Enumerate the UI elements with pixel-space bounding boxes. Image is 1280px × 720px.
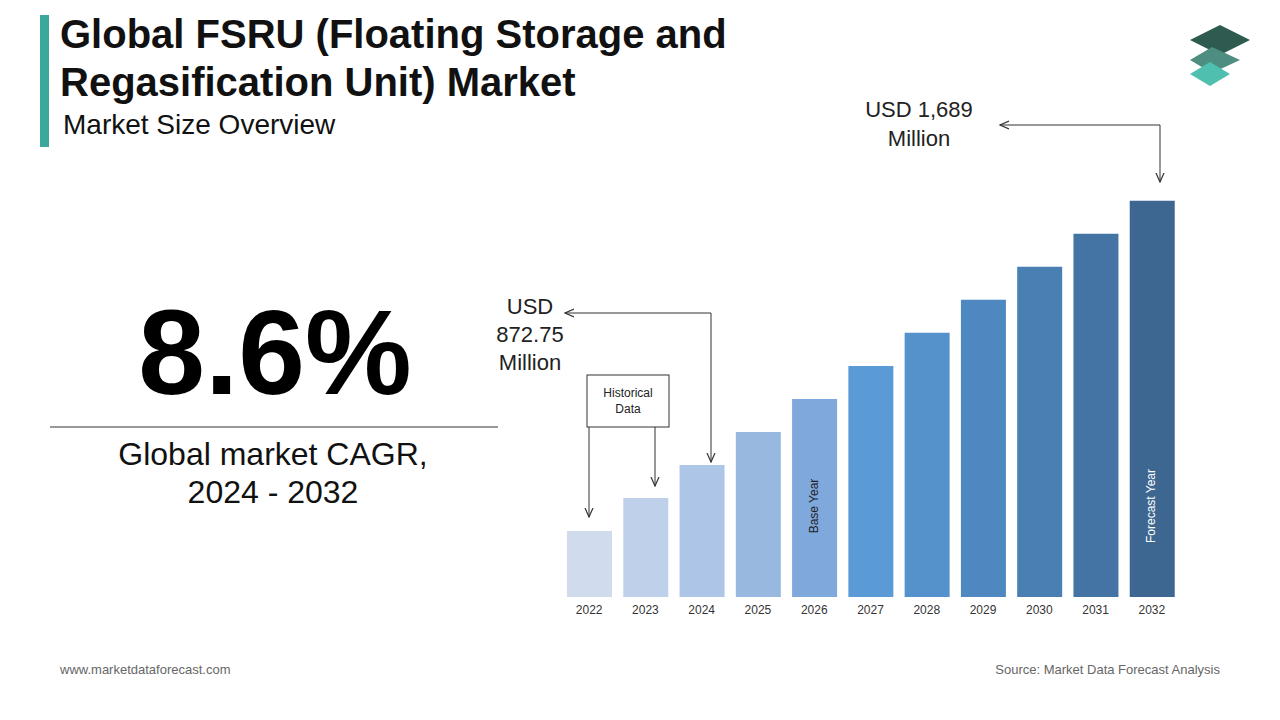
svg-text:2027: 2027 bbox=[857, 603, 884, 617]
html-text:USD 1,689: USD 1,689 bbox=[865, 97, 973, 122]
html-text:Million: Million bbox=[887, 126, 951, 151]
svg-text:Data: Data bbox=[615, 402, 641, 416]
svg-text:2023: 2023 bbox=[632, 603, 659, 617]
html-text:872.75: 872.75 bbox=[496, 322, 564, 347]
html-text:Global FSRU (Floating Storage: Global FSRU (Floating Storage and bbox=[60, 12, 727, 56]
html-text:Source: Market Data Forecast A: Source: Market Data Forecast Analysis bbox=[995, 662, 1220, 677]
svg-text:2024: 2024 bbox=[688, 603, 715, 617]
html-text:Global market CAGR,: Global market CAGR, bbox=[118, 436, 428, 472]
html-text:Million: Million bbox=[498, 350, 562, 375]
svg-text:2025: 2025 bbox=[745, 603, 772, 617]
html-text:www.marketdataforecast.com: www.marketdataforecast.com bbox=[60, 662, 231, 677]
svg-text:2028: 2028 bbox=[913, 603, 940, 617]
svg-text:Forecast Year: Forecast Year bbox=[1144, 469, 1158, 543]
html-text:Regasification Unit) Market: Regasification Unit) Market bbox=[60, 60, 576, 104]
svg-text:2031: 2031 bbox=[1082, 603, 1109, 617]
html-text:Market Size Overview: Market Size Overview bbox=[63, 109, 336, 140]
svg-text:2022: 2022 bbox=[576, 603, 603, 617]
html-text:8.6%: 8.6% bbox=[138, 285, 412, 419]
svg-text:Historical: Historical bbox=[603, 386, 652, 400]
svg-text:2026: 2026 bbox=[801, 603, 828, 617]
svg-text:Base Year: Base Year bbox=[807, 479, 821, 534]
svg-text:2029: 2029 bbox=[970, 603, 997, 617]
svg-text:2032: 2032 bbox=[1139, 603, 1166, 617]
html-text:2024 - 2032: 2024 - 2032 bbox=[187, 474, 359, 510]
svg-text:2030: 2030 bbox=[1026, 603, 1053, 617]
html-text:USD: USD bbox=[506, 294, 554, 319]
